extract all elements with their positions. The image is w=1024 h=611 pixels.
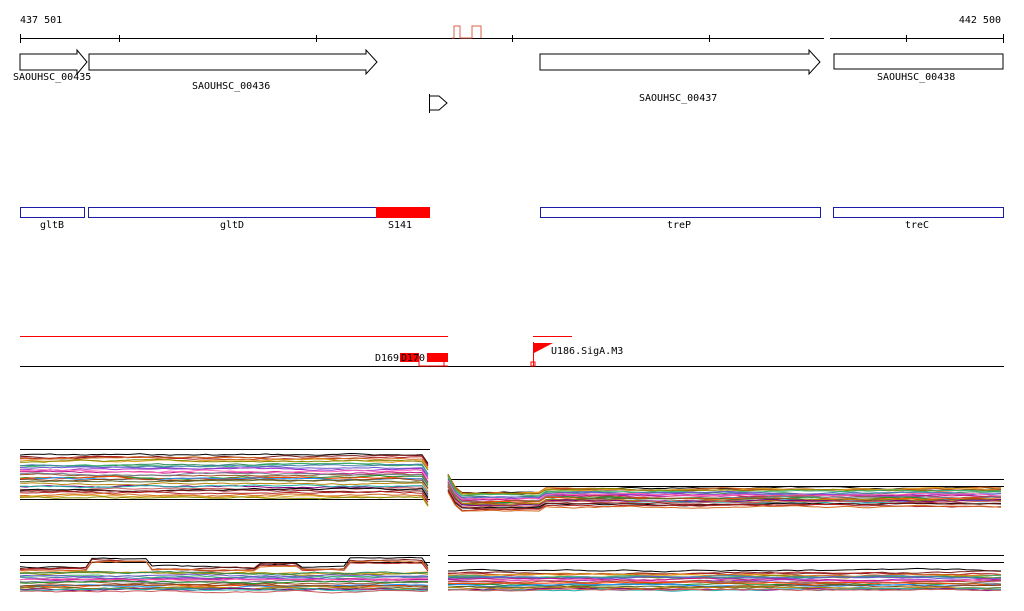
gene-arrow-00437[interactable]	[539, 48, 821, 76]
expression-profile-line	[19, 484, 429, 496]
gene-track: SAOUHSC_00435 SAOUHSC_00436 SAOUHSC_0043…	[13, 48, 1004, 113]
expression-profile-line	[19, 454, 429, 466]
gene-label-00438: SAOUHSC_00438	[877, 72, 955, 83]
expression-profile-line	[19, 463, 429, 475]
expression-profile-line	[19, 472, 429, 484]
coordinate-ruler: 437 501 442 500	[20, 15, 1004, 43]
gene-label-00435: SAOUHSC_00435	[13, 72, 91, 83]
expression-profile-line	[19, 494, 429, 507]
expression-profile-line	[447, 577, 1002, 583]
promoter-arrow-icon	[429, 94, 448, 113]
expression-profile-line	[19, 583, 429, 588]
expression-profile-line	[19, 579, 428, 585]
feature-box-gltD[interactable]	[88, 207, 377, 218]
annotation-stem-D170	[418, 356, 448, 367]
expression-profile-line	[19, 456, 429, 468]
expression-profile-line	[447, 579, 1002, 584]
expression-profile-line	[19, 492, 429, 506]
feature-track: gltB gltD S141 treP treC	[20, 207, 1004, 231]
expression-profile-line	[19, 588, 429, 592]
expression-profile-line	[19, 587, 429, 592]
annotation-label-D169: D169	[375, 353, 399, 364]
ruler-start-label: 437 501	[20, 15, 62, 26]
feature-label-S141: S141	[388, 220, 412, 231]
expression-profile-line	[19, 477, 429, 489]
feature-label-treC: treC	[905, 220, 929, 231]
annotation-box-D170[interactable]	[427, 353, 448, 362]
ruler-ticks	[20, 34, 1004, 43]
feature-box-S141[interactable]	[376, 207, 430, 218]
feature-label-gltD: gltD	[220, 220, 244, 231]
expression-profile-line	[19, 560, 429, 572]
expression-track-upper	[19, 449, 1004, 512]
expression-profile-line	[19, 466, 429, 477]
feature-label-gltB: gltB	[40, 220, 64, 231]
expression-profile-line	[19, 496, 429, 506]
expression-profile-line	[19, 589, 429, 594]
ruler-peak-marks	[452, 25, 482, 39]
expression-profile-line	[19, 458, 429, 471]
gene-arrow-00436[interactable]	[88, 48, 378, 76]
expression-profile-line	[19, 479, 429, 493]
expression-profile-line	[447, 482, 1002, 504]
feature-box-treC[interactable]	[833, 207, 1004, 218]
gene-label-00437: SAOUHSC_00437	[639, 93, 717, 104]
ruler-end-label: 442 500	[959, 15, 1001, 26]
expression-profile-line	[447, 583, 1002, 588]
expression-profile-line	[19, 452, 429, 464]
expression-profile-line	[447, 489, 1002, 510]
expression-profile-line	[19, 570, 429, 576]
expression-profile-line	[447, 575, 1001, 580]
expression-profile-line	[447, 486, 1002, 508]
expression-profile-line	[19, 490, 429, 503]
expression-track-lower	[19, 555, 1004, 594]
expression-profile-line	[447, 570, 1002, 575]
gene-box-00438[interactable]	[833, 53, 1004, 70]
expression-profile-line	[447, 581, 1002, 586]
expression-profile-line	[19, 558, 429, 571]
expression-profile-line	[448, 567, 1002, 573]
expression-profile-line	[447, 587, 1002, 592]
annotation-label-D170: D170	[401, 353, 425, 364]
expression-profile-line	[447, 485, 1002, 506]
feature-box-treP[interactable]	[540, 207, 821, 218]
feature-label-treP: treP	[667, 220, 691, 231]
expression-profile-line	[20, 577, 429, 582]
expression-profile-line	[447, 474, 1002, 495]
expression-profile-line	[20, 482, 429, 492]
expression-profile-line	[447, 492, 1002, 512]
expression-profile-line	[19, 573, 429, 578]
gene-arrow-00435[interactable]	[19, 48, 88, 76]
annotation-box-D169[interactable]	[400, 353, 419, 362]
expression-profile-line	[19, 469, 429, 480]
expression-profile-line	[447, 574, 1002, 580]
feature-box-gltB[interactable]	[20, 207, 85, 218]
expression-profile-line	[19, 462, 429, 475]
annotation-track: D169 D170 U186.SigA.M3	[20, 336, 1004, 367]
gene-label-00436: SAOUHSC_00436	[192, 81, 270, 92]
expression-profile-line	[19, 487, 429, 497]
annotation-flag-U186[interactable]	[534, 343, 553, 353]
expression-profile-line	[447, 480, 1002, 501]
expression-profile-line	[19, 487, 429, 499]
annotation-label-U186: U186.SigA.M3	[551, 346, 623, 357]
expression-profile-line	[447, 588, 1002, 592]
